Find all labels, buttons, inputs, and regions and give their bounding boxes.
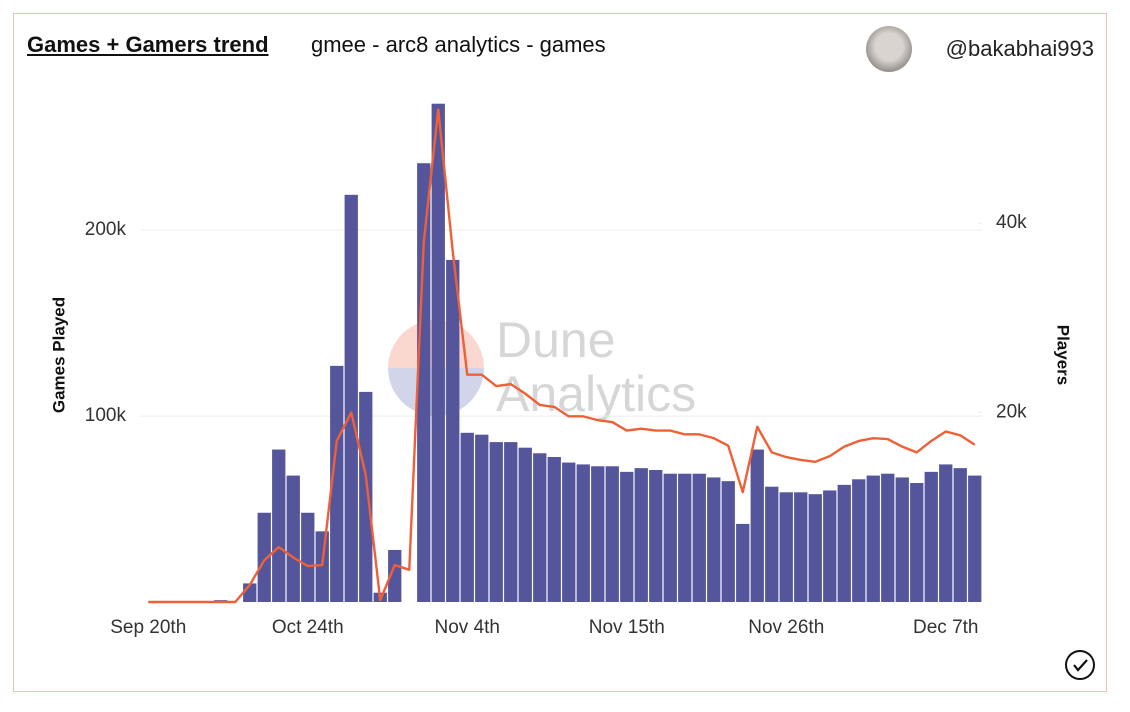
bar: [837, 484, 851, 602]
bar: [446, 259, 460, 602]
x-tick-label: Nov 4th: [435, 617, 500, 638]
bar: [475, 434, 489, 602]
bar: [736, 523, 750, 602]
bar: [721, 481, 735, 602]
bar: [649, 469, 663, 602]
user-name[interactable]: @bakabhai993: [945, 36, 1094, 61]
bar: [750, 449, 764, 602]
bar: [895, 477, 909, 602]
bar: [852, 479, 866, 602]
bar: [257, 512, 271, 602]
bar: [359, 391, 373, 602]
bar: [286, 475, 300, 602]
bar: [330, 365, 344, 602]
bar: [707, 477, 721, 602]
x-tick-label: Dec 7th: [913, 617, 978, 638]
watermark: Dune: [496, 312, 616, 368]
bar: [692, 473, 706, 602]
watermark: Analytics: [496, 366, 696, 422]
bar: [823, 490, 837, 602]
bar: [489, 442, 503, 602]
x-tick-label: Nov 26th: [748, 617, 824, 638]
bar: [910, 483, 924, 602]
x-tick-label: Oct 24th: [272, 617, 344, 638]
bar: [518, 447, 532, 602]
bar: [315, 531, 329, 602]
x-tick-label: Nov 15th: [589, 617, 665, 638]
x-tick-label: Sep 20th: [110, 617, 186, 638]
y-axis-title: Games Played: [49, 297, 68, 413]
bar: [576, 464, 590, 602]
bar: [881, 473, 895, 602]
bar: [547, 456, 561, 602]
y2-axis-title: Players: [1054, 325, 1073, 386]
bar: [460, 432, 474, 602]
card-frame: [13, 13, 1107, 692]
bar: [431, 103, 445, 603]
bar: [301, 512, 315, 602]
bar: [953, 468, 967, 602]
bar: [634, 468, 648, 602]
bar: [388, 549, 402, 602]
check-icon[interactable]: [1065, 650, 1095, 680]
y2-tick-label: 40k: [996, 212, 1027, 233]
bar: [968, 475, 982, 602]
bar: [562, 462, 576, 602]
bar: [866, 475, 880, 602]
bar: [344, 194, 358, 603]
bar: [605, 466, 619, 602]
bar: [272, 449, 286, 602]
y-tick-label: 100k: [85, 405, 127, 426]
line: [148, 108, 976, 604]
bar: [924, 471, 938, 602]
bar: [620, 471, 634, 602]
bar: [779, 492, 793, 602]
chart-title[interactable]: Games + Gamers trend: [27, 32, 269, 57]
bar: [765, 486, 779, 602]
y2-tick-label: 20k: [996, 402, 1027, 423]
bar: [808, 494, 822, 602]
bar: [533, 453, 547, 602]
chart-subtitle: gmee - arc8 analytics - games: [311, 32, 606, 57]
bar: [504, 442, 518, 602]
bar: [678, 473, 692, 602]
avatar[interactable]: [866, 26, 912, 72]
bar: [794, 492, 808, 602]
bar: [591, 466, 605, 602]
y-tick-label: 200k: [85, 219, 127, 240]
bar: [663, 473, 677, 602]
bar: [417, 163, 431, 602]
bar: [939, 464, 953, 602]
